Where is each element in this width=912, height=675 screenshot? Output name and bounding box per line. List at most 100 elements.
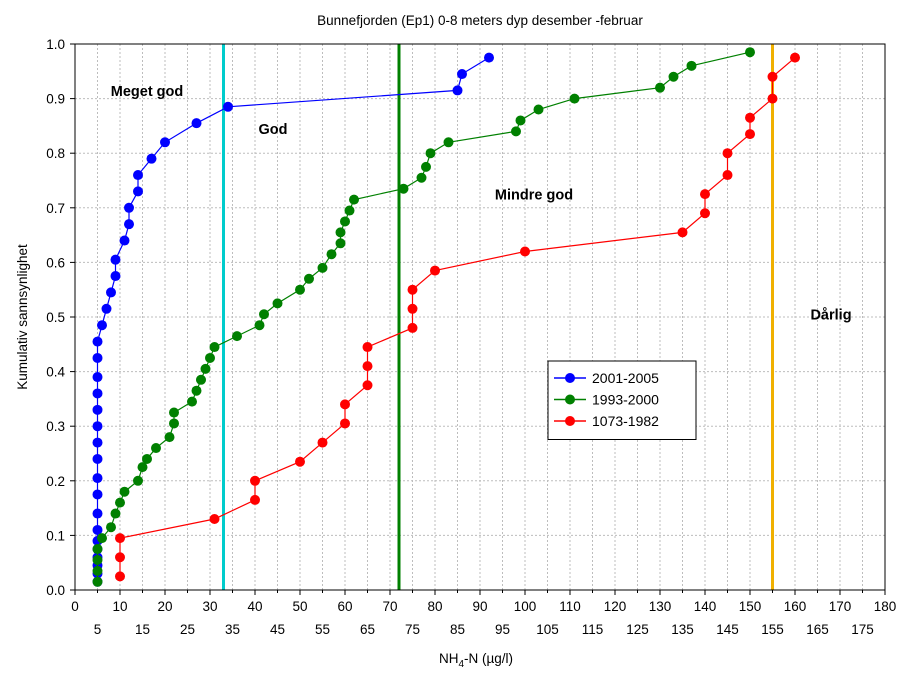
- data-point: [250, 494, 260, 505]
- x-tick-label: 10: [112, 599, 127, 614]
- x-tick-label: 120: [604, 599, 627, 614]
- data-point: [362, 380, 373, 391]
- data-point: [655, 82, 665, 93]
- x-minor-tick-label: 65: [360, 622, 375, 637]
- data-point: [92, 437, 103, 448]
- data-point: [151, 443, 161, 454]
- x-minor-tick-label: 45: [270, 622, 285, 637]
- x-axis-title-rest: -N (µg/l): [464, 651, 513, 666]
- x-minor-tick-label: 35: [225, 622, 240, 637]
- data-point: [533, 104, 544, 115]
- data-point: [92, 352, 103, 363]
- x-tick-label: 170: [829, 599, 852, 614]
- data-point: [97, 320, 107, 331]
- data-point: [101, 303, 112, 314]
- data-point: [326, 249, 337, 260]
- chart-title: Bunnefjorden (Ep1) 0-8 meters dyp desemb…: [317, 13, 643, 28]
- x-minor-tick-label: 135: [671, 622, 694, 637]
- data-point: [745, 112, 755, 123]
- x-tick-label: 0: [71, 599, 79, 614]
- y-tick-label: 0.0: [46, 583, 65, 598]
- data-point: [133, 186, 143, 197]
- legend-label: 1993-2000: [592, 392, 659, 408]
- data-point: [209, 514, 220, 525]
- data-point: [295, 284, 305, 295]
- data-point: [457, 69, 467, 80]
- data-point: [92, 544, 103, 555]
- region-labels: Meget god God Mindre god Dårlig: [111, 84, 852, 324]
- data-point: [317, 262, 328, 273]
- data-point: [443, 137, 454, 148]
- y-tick-label: 0.7: [46, 201, 65, 216]
- data-series: [92, 47, 800, 587]
- data-point: [115, 533, 125, 544]
- x-tick-label: 160: [784, 599, 807, 614]
- y-tick-label: 0.2: [46, 474, 65, 489]
- data-point: [407, 284, 418, 295]
- data-point: [767, 93, 778, 104]
- legend-label: 2001-2005: [592, 370, 659, 386]
- x-minor-tick-label: 155: [761, 622, 784, 637]
- data-point: [407, 303, 418, 314]
- data-point: [110, 254, 121, 265]
- x-tick-label: 70: [382, 599, 397, 614]
- data-point: [398, 183, 409, 194]
- x-axis-title-sub: 4: [458, 659, 464, 670]
- y-tick-label: 1.0: [46, 37, 65, 52]
- data-point: [520, 246, 530, 257]
- x-minor-tick-label: 5: [94, 622, 102, 637]
- data-point: [169, 418, 179, 429]
- data-point: [124, 219, 134, 230]
- data-point: [722, 148, 733, 159]
- y-tick-label: 0.9: [46, 92, 65, 107]
- data-point: [416, 172, 427, 183]
- x-minor-tick-label: 75: [405, 622, 420, 637]
- x-minor-tick-label: 165: [806, 622, 829, 637]
- data-point: [452, 85, 463, 96]
- x-minor-tick-label: 145: [716, 622, 739, 637]
- data-point: [92, 489, 103, 500]
- data-point: [137, 462, 148, 473]
- x-minor-tick-label: 15: [135, 622, 150, 637]
- data-point: [700, 189, 710, 200]
- x-tick-label: 140: [694, 599, 717, 614]
- x-tick-label: 60: [337, 599, 352, 614]
- x-tick-label: 180: [874, 599, 897, 614]
- region-label: Meget god: [111, 84, 184, 100]
- y-tick-label: 0.1: [46, 528, 65, 543]
- data-point: [191, 385, 202, 396]
- data-point: [133, 475, 143, 486]
- axis-ticks: 0 10 20 30 40 50 60 70 80 90 100 110 120 130 140 150 160…: [46, 37, 896, 637]
- data-point: [209, 342, 220, 353]
- data-point: [92, 554, 103, 565]
- data-point: [745, 129, 755, 140]
- data-point: [686, 60, 697, 71]
- data-point: [362, 361, 373, 372]
- y-tick-label: 0.6: [46, 255, 65, 270]
- data-point: [425, 148, 436, 159]
- data-point: [200, 363, 211, 374]
- data-point: [92, 565, 103, 576]
- data-point: [362, 342, 373, 353]
- data-point: [205, 352, 215, 363]
- data-point: [191, 118, 202, 129]
- data-point: [677, 227, 688, 238]
- data-point: [97, 533, 107, 544]
- x-minor-tick-label: 25: [180, 622, 195, 637]
- data-point: [250, 475, 260, 486]
- data-point: [700, 208, 710, 219]
- x-tick-label: 90: [472, 599, 487, 614]
- data-point: [340, 418, 350, 429]
- data-point: [115, 571, 125, 582]
- data-point: [722, 170, 733, 181]
- y-tick-label: 0.4: [46, 365, 65, 380]
- x-tick-label: 30: [202, 599, 217, 614]
- x-minor-tick-label: 125: [626, 622, 649, 637]
- data-point: [187, 396, 197, 407]
- y-axis-title: Kumulativ sannsynlighet: [15, 244, 30, 390]
- data-point: [340, 216, 350, 227]
- data-point: [484, 52, 494, 63]
- data-point: [745, 47, 755, 58]
